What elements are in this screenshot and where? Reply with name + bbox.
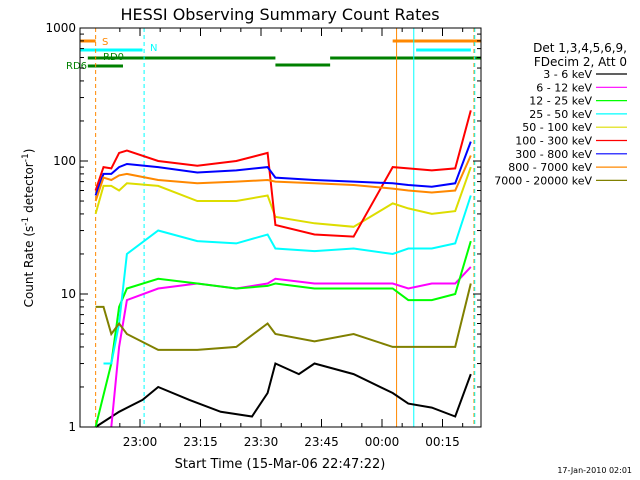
series-line: [95, 283, 472, 351]
legend-entry-label: 50 - 100 keV: [522, 121, 592, 134]
series-line: [95, 362, 472, 428]
legend-entry-label: 12 - 25 keV: [529, 95, 592, 108]
x-tick-label: 23:30: [244, 435, 279, 449]
legend-entry-label: 3 - 6 keV: [543, 68, 592, 81]
legend-header-line1: Det 1,3,4,5,6,9,: [533, 41, 627, 55]
y-axis-label-part3: ): [22, 149, 36, 154]
x-tick-label: 00:00: [365, 435, 400, 449]
plot-frame: [79, 27, 482, 428]
y-axis-label-part2: detector: [22, 162, 36, 217]
series-line: [110, 266, 472, 428]
legend-entry-label: 300 - 800 keV: [515, 148, 592, 161]
x-tick-label: 23:15: [183, 435, 218, 449]
flag-label-rd0: RD0: [103, 52, 124, 63]
x-axis-label: Start Time (15-Mar-06 22:47:22): [175, 457, 386, 472]
footer-timestamp: 17-Jan-2010 02:01: [557, 466, 632, 475]
legend-header-line2: FDecim 2, Att 0: [534, 55, 627, 69]
legend-entry-label: 25 - 50 keV: [529, 108, 592, 121]
flag-label-s: S: [102, 37, 108, 48]
legend-entry-label: 7000 - 20000 keV: [494, 174, 592, 187]
y-tick-label: 100: [53, 154, 76, 168]
vertical-markers-group: [95, 28, 476, 427]
y-axis-label-sup1: -1: [21, 217, 31, 226]
series-line: [94, 166, 472, 228]
x-tick-label: 00:15: [425, 435, 460, 449]
series-group: [94, 110, 472, 428]
y-tick-label: 1000: [45, 21, 76, 35]
x-tick-label: 23:45: [304, 435, 339, 449]
series-line: [94, 240, 472, 428]
flag-label-n: N: [150, 43, 157, 54]
series-line: [103, 195, 472, 365]
flag-bars-group: S N RD0 RD6: [66, 37, 481, 72]
y-tick-label: 10: [61, 287, 76, 301]
y-tick-label: 1: [68, 420, 76, 434]
legend-entry-label: 800 - 7000 keV: [508, 161, 592, 174]
chart-title: HESSI Observing Summary Count Rates: [120, 5, 439, 24]
series-line: [94, 155, 472, 202]
series-line: [94, 141, 472, 196]
axes-group: 1 10 100 1000 23:00 23:15 23:30 23:45 00:00 00:15: [45, 21, 481, 449]
y-axis-label: Count Rate (s-1 detector-1): [21, 149, 36, 308]
flag-label-rd6: RD6: [66, 61, 87, 72]
legend-entry-label: 6 - 12 keV: [536, 81, 592, 94]
series-line: [94, 110, 472, 238]
legend-entry-label: 100 - 300 keV: [515, 135, 592, 148]
legend: Det 1,3,4,5,6,9, FDecim 2, Att 0 3 - 6 k…: [494, 41, 627, 187]
x-tick-label: 23:00: [123, 435, 158, 449]
y-axis-label-sup2: -1: [21, 153, 31, 162]
y-axis-label-part1: Count Rate (s: [22, 226, 36, 308]
